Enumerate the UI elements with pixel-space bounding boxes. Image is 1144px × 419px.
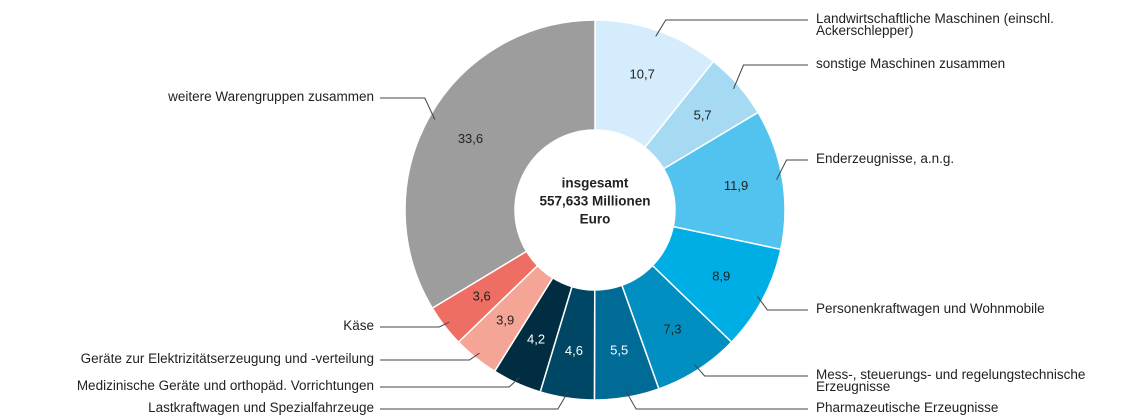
center-label: 557,633 Millionen [539, 194, 650, 209]
leader-line [380, 391, 569, 410]
value-label: 11,9 [724, 178, 748, 193]
leader-line [694, 364, 808, 377]
value-label: 4,2 [527, 332, 545, 347]
category-label: weitere Warengruppen zusammen [168, 89, 374, 104]
leader-line [380, 97, 436, 120]
value-label: 5,7 [694, 107, 712, 122]
value-label: 8,9 [712, 269, 730, 284]
category-label: Mess-, steuerungs- und regelungstechnisc… [816, 367, 1086, 394]
category-label: Lastkraftwagen und Spezialfahrzeuge [148, 400, 374, 415]
category-label: sonstige Maschinen zusammen [816, 56, 1006, 71]
category-label: Landwirtschaftliche Maschinen (einschl. … [816, 11, 1054, 38]
value-label: 33,6 [458, 131, 483, 146]
center-label: insgesamt [562, 176, 629, 191]
leader-line [380, 321, 450, 328]
value-label: 10,7 [630, 66, 655, 81]
value-label: 7,3 [663, 322, 681, 337]
value-label: 5,5 [610, 342, 628, 357]
value-label: 4,6 [565, 343, 583, 358]
center-label: Euro [580, 212, 611, 227]
category-label: Pharmazeutische Erzeugnisse [816, 400, 999, 415]
leader-line [380, 352, 480, 361]
category-label: Enderzeugnisse, a.n.g. [816, 151, 955, 166]
leader-line [380, 377, 520, 388]
value-label: 3,6 [473, 289, 491, 304]
leader-line [776, 159, 808, 180]
leader-line [733, 64, 808, 90]
value-label: 3,9 [496, 313, 514, 328]
leader-line [757, 296, 808, 311]
category-label: Geräte zur Elektrizitätserzeugung und -v… [80, 351, 374, 366]
leader-line [655, 19, 808, 37]
donut-slice [404, 19, 596, 310]
leader-line [625, 391, 808, 410]
category-label: Medizinische Geräte und orthopäd. Vorric… [76, 378, 374, 393]
category-label: Käse [343, 318, 374, 333]
category-label: Personenkraftwagen und Wohnmobile [816, 301, 1045, 316]
